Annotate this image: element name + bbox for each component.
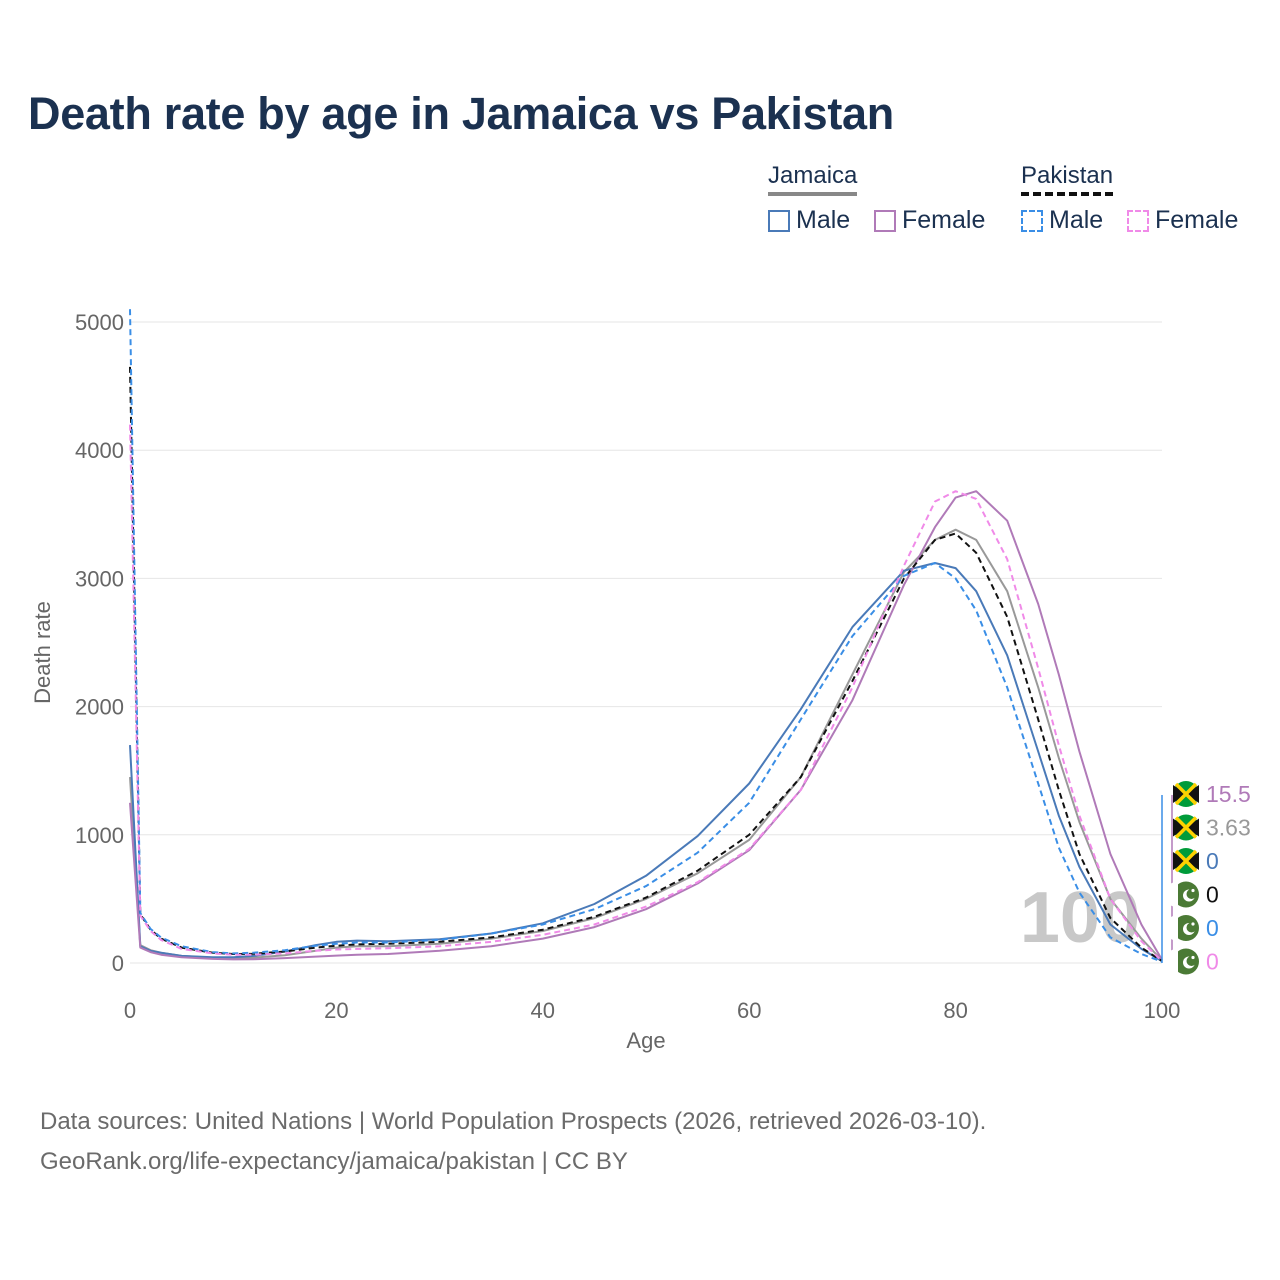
y-tick-label: 1000 bbox=[75, 823, 124, 848]
legend-group-pakistan[interactable]: Pakistan Male Female bbox=[1021, 162, 1238, 234]
x-tick-label: 20 bbox=[324, 998, 348, 1023]
legend-item-pakistan-male[interactable]: Male bbox=[1021, 206, 1103, 235]
x-tick-label: 100 bbox=[1144, 998, 1181, 1023]
swatch-icon bbox=[1021, 209, 1043, 232]
jamaica-flag-icon bbox=[1173, 814, 1199, 841]
end-value-label: 0 bbox=[1206, 882, 1219, 908]
x-tick-label: 60 bbox=[737, 998, 761, 1023]
series-line-pakistan-male bbox=[129, 309, 1163, 963]
legend-item-pakistan-female[interactable]: Female bbox=[1127, 206, 1238, 235]
pakistan-flag-icon bbox=[1165, 948, 1199, 975]
series-line-jamaica-male bbox=[129, 562, 1163, 962]
pakistan-flag-icon bbox=[1165, 881, 1199, 908]
legend-group-title: Pakistan bbox=[1021, 162, 1114, 196]
y-axis-label: Death rate bbox=[30, 601, 55, 704]
flag-star bbox=[1191, 888, 1195, 893]
series-line-pakistan-total bbox=[129, 366, 1163, 962]
end-value-label: 0 bbox=[1206, 915, 1219, 941]
legend-item-jamaica-female[interactable]: Female bbox=[874, 206, 985, 235]
swatch-icon bbox=[874, 209, 896, 232]
y-tick-label: 2000 bbox=[75, 695, 124, 720]
jamaica-flag-icon bbox=[1173, 781, 1199, 807]
y-tick-label: 4000 bbox=[75, 438, 124, 463]
end-value-label: 0 bbox=[1206, 949, 1219, 975]
page-title: Death rate by age in Jamaica vs Pakistan bbox=[28, 88, 894, 139]
series-line-jamaica-female bbox=[129, 490, 1163, 961]
flag-saltire bbox=[1174, 849, 1198, 873]
flag-saltire bbox=[1174, 816, 1198, 839]
legend-group-jamaica[interactable]: Jamaica Male Female bbox=[768, 162, 985, 234]
flag-hoist bbox=[1165, 882, 1178, 907]
legend-label: Male bbox=[1049, 206, 1104, 234]
flag-hoist bbox=[1165, 949, 1178, 974]
series-line-jamaica-total bbox=[129, 528, 1163, 962]
jamaica-flag-icon bbox=[1173, 848, 1199, 874]
x-axis-label: Age bbox=[626, 1028, 665, 1053]
flag-saltire bbox=[1174, 782, 1198, 806]
flag-star bbox=[1191, 955, 1195, 960]
y-tick-label: 0 bbox=[112, 951, 124, 976]
watermark-text: 100 bbox=[1020, 878, 1140, 958]
legend-item-jamaica-male[interactable]: Male bbox=[768, 206, 850, 235]
x-tick-label: 40 bbox=[531, 998, 555, 1023]
pakistan-flag-icon bbox=[1165, 915, 1199, 941]
legend-group-title: Jamaica bbox=[768, 162, 858, 196]
footer-sources: Data sources: United Nations | World Pop… bbox=[40, 1108, 987, 1135]
y-tick-label: 3000 bbox=[75, 566, 124, 591]
x-tick-label: 0 bbox=[124, 998, 136, 1023]
legend-label: Female bbox=[902, 206, 986, 234]
swatch-icon bbox=[768, 209, 790, 232]
swatch-icon bbox=[1127, 209, 1149, 232]
series-line-pakistan-female bbox=[129, 424, 1163, 962]
legend-label: Female bbox=[1155, 206, 1239, 234]
end-value-label: 15.5 bbox=[1206, 781, 1251, 807]
end-value-label: 3.63 bbox=[1206, 815, 1251, 841]
flag-hoist bbox=[1165, 916, 1178, 940]
legend-label: Male bbox=[796, 206, 851, 234]
y-tick-label: 5000 bbox=[75, 310, 124, 335]
flag-star bbox=[1191, 922, 1195, 926]
end-value-label: 0 bbox=[1206, 848, 1219, 874]
x-tick-label: 80 bbox=[943, 998, 967, 1023]
footer-attribution[interactable]: GeoRank.org/life-expectancy/jamaica/paki… bbox=[40, 1148, 628, 1175]
